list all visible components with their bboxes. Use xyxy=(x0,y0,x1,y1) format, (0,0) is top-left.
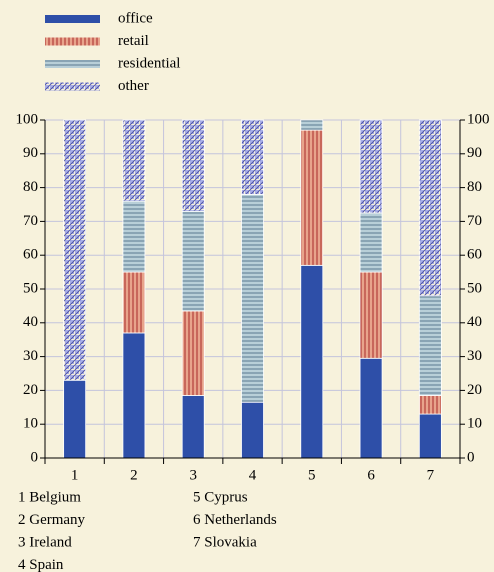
y-tick-label: 40 xyxy=(23,314,38,330)
x-tick-label: 1 xyxy=(71,467,79,483)
y-tick-label: 30 xyxy=(23,348,38,364)
y2-tick-label: 60 xyxy=(467,247,482,263)
footnote: 6 Netherlands xyxy=(193,512,277,528)
bar-segment xyxy=(300,119,324,131)
bar-segment xyxy=(418,119,442,297)
y-tick-label: 20 xyxy=(23,382,38,398)
bar-segment xyxy=(122,200,146,273)
bar-segment xyxy=(122,332,146,459)
x-tick-label: 3 xyxy=(189,467,197,483)
y-tick-label: 100 xyxy=(16,111,39,127)
y-tick-label: 90 xyxy=(23,145,38,161)
bar-segment xyxy=(122,271,146,334)
y-tick-label: 50 xyxy=(23,280,38,296)
y2-tick-label: 100 xyxy=(467,111,490,127)
bar-segment xyxy=(359,357,383,459)
legend-swatch xyxy=(45,82,100,91)
bar-segment xyxy=(63,379,87,459)
bar-segment xyxy=(181,119,205,212)
legend-label: office xyxy=(118,10,153,26)
bar-segment xyxy=(418,413,442,459)
y2-tick-label: 70 xyxy=(467,213,482,229)
y-tick-label: 80 xyxy=(23,179,38,195)
legend-label: other xyxy=(118,78,149,94)
bar-segment xyxy=(359,271,383,359)
bar-segment xyxy=(241,193,264,403)
legend-swatch xyxy=(45,37,100,46)
bar-segment xyxy=(181,395,205,459)
bar-segment xyxy=(63,119,87,381)
bar-segment xyxy=(359,119,383,214)
y2-tick-label: 20 xyxy=(467,382,482,398)
footnote: 5 Cyprus xyxy=(193,489,248,505)
bar-segment xyxy=(122,119,146,202)
y2-tick-label: 90 xyxy=(467,145,482,161)
y-tick-label: 60 xyxy=(23,247,38,263)
bar-segment xyxy=(241,401,264,459)
bar-segment xyxy=(300,264,324,459)
legend-label: residential xyxy=(118,55,180,71)
y2-tick-label: 30 xyxy=(467,348,482,364)
x-tick-label: 5 xyxy=(308,467,316,483)
y-tick-label: 0 xyxy=(31,449,39,465)
bar-segment xyxy=(300,129,324,266)
y2-tick-label: 40 xyxy=(467,314,482,330)
bar-segment xyxy=(181,310,205,396)
footnote: 3 Ireland xyxy=(18,534,72,550)
footnote: 4 Spain xyxy=(18,557,64,572)
y2-tick-label: 50 xyxy=(467,280,482,296)
y2-tick-label: 80 xyxy=(467,179,482,195)
legend-swatch xyxy=(45,60,100,68)
x-tick-label: 4 xyxy=(249,467,257,483)
footnote: 2 Germany xyxy=(18,512,86,528)
x-tick-label: 7 xyxy=(427,467,435,483)
y2-tick-label: 10 xyxy=(467,416,482,432)
bar-segment xyxy=(418,295,442,396)
x-tick-label: 6 xyxy=(367,467,375,483)
footnote: 1 Belgium xyxy=(18,489,81,505)
y2-tick-label: 0 xyxy=(467,449,475,465)
footnote: 7 Slovakia xyxy=(193,534,257,550)
bar-segment xyxy=(359,212,383,273)
legend-swatch xyxy=(45,15,100,23)
legend-label: retail xyxy=(118,33,149,49)
bar-segment xyxy=(181,210,205,312)
y-tick-label: 70 xyxy=(23,213,38,229)
x-tick-label: 2 xyxy=(130,467,138,483)
bar-segment xyxy=(241,119,264,195)
y-tick-label: 10 xyxy=(23,416,38,432)
bar-segment xyxy=(418,395,442,415)
